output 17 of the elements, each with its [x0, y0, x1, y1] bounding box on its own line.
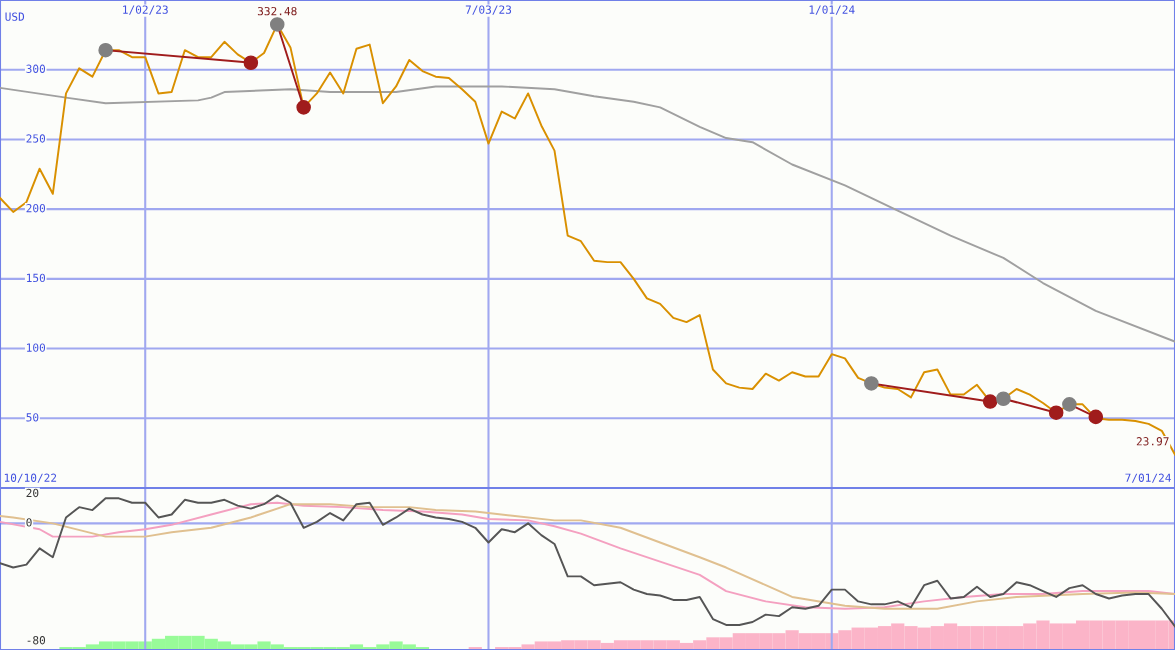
x-tick-label: 7/03/23 — [465, 5, 512, 15]
annotation: 332.48 — [257, 6, 297, 16]
annotation: 7/01/24 — [1125, 473, 1171, 483]
y-tick-label: 200 — [26, 203, 46, 213]
annotation: 23.97 — [1136, 437, 1169, 446]
y-tick-label: 150 — [27, 273, 46, 283]
x-tick-label: 1/02/23 — [123, 5, 168, 15]
y-axis-title: USD — [5, 12, 25, 21]
y-tick-label: 20 — [26, 488, 39, 498]
y-tick-label: 300 — [26, 64, 46, 73]
y-tick-label: 250 — [26, 134, 46, 143]
y-tick-label: -80 — [27, 636, 46, 645]
x-tick-label: 1/01/24 — [809, 5, 855, 15]
y-tick-label: 100 — [27, 343, 46, 352]
y-tick-label: 50 — [26, 413, 39, 422]
annotation: 10/10/22 — [4, 473, 57, 483]
y-tick-label: 0 — [26, 518, 32, 527]
